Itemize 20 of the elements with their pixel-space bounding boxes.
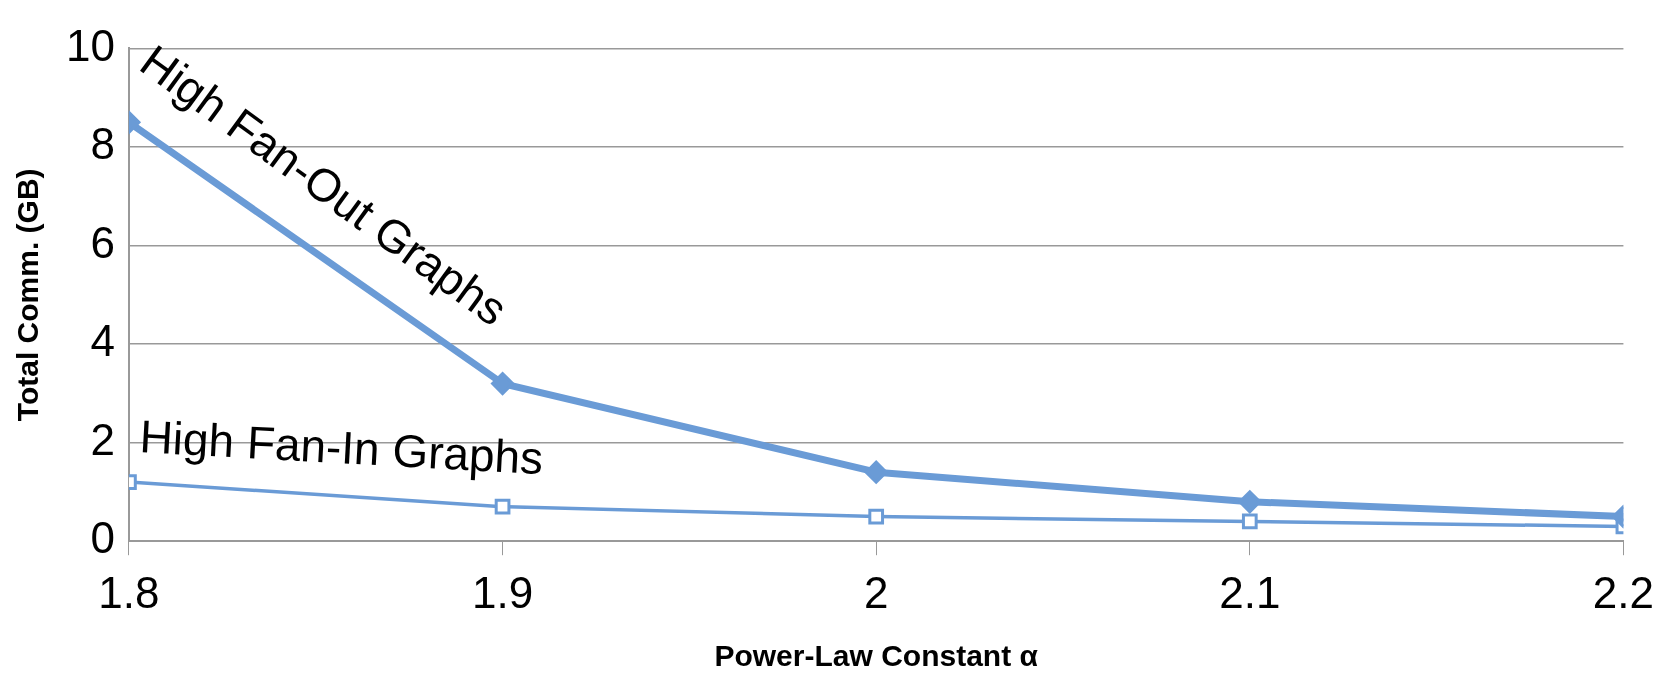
y-tick-label: 10 bbox=[65, 20, 115, 70]
x-tick-label: 2 bbox=[863, 567, 889, 617]
point bbox=[1238, 490, 1262, 514]
x-tick-label: 2.1 bbox=[1219, 567, 1281, 617]
y-tick-label: 0 bbox=[90, 513, 115, 563]
y-tick-label: 6 bbox=[90, 217, 115, 267]
x-tick-label: 2.2 bbox=[1592, 567, 1654, 617]
y-axis-title: Total Comm. (GB) bbox=[11, 168, 45, 422]
point bbox=[868, 508, 885, 525]
x-tick-label: 1.8 bbox=[98, 567, 160, 617]
y-tick-label: 2 bbox=[90, 414, 115, 464]
x-axis-title: Power-Law Constant α bbox=[714, 639, 1039, 673]
x-tick-label: 1.9 bbox=[471, 567, 534, 617]
series-label: High Fan-In Graphs bbox=[138, 410, 545, 485]
y-tick-label: 4 bbox=[90, 316, 115, 366]
point bbox=[1241, 513, 1258, 530]
point bbox=[491, 372, 515, 395]
point bbox=[864, 460, 888, 484]
y-tick-label: 8 bbox=[90, 119, 115, 169]
point bbox=[494, 498, 511, 515]
